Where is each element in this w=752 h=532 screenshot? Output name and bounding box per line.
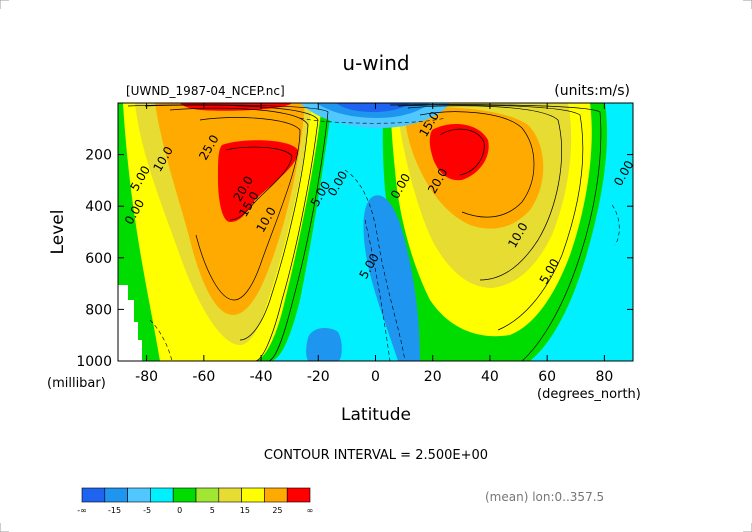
mean-text: (mean) lon:0..357.5: [485, 490, 604, 504]
colorbar-swatch: [127, 487, 151, 503]
colorbar-tick-label: ∞: [307, 506, 314, 515]
y-tick-label: 600: [85, 251, 112, 267]
x-axis-unit: (degrees_north): [537, 387, 641, 402]
colorbar-tick-label: 15: [240, 506, 250, 515]
colorbar-tick-label: -15: [108, 506, 121, 515]
y-tick-label: 400: [85, 199, 112, 215]
colorbar-tick-label: -5: [143, 506, 151, 515]
y-tick-label: 1000: [76, 354, 112, 370]
x-tick-label: -60: [192, 369, 215, 385]
colorbar-tick-label: 25: [272, 506, 282, 515]
y-axis: 200 400 600 800 1000: [76, 148, 633, 370]
units-label: (units:m/s): [554, 83, 630, 99]
contour-lines-dashed: [149, 117, 620, 361]
field-band-25: [218, 140, 299, 222]
colorbar-swatch: [81, 487, 106, 503]
x-axis-label: Latitude: [341, 405, 411, 425]
colorbar-tick-label: 5: [210, 506, 215, 515]
colorbar-swatch: [264, 487, 288, 503]
field-missing: [118, 285, 142, 361]
x-tick-label: -80: [135, 369, 158, 385]
colorbar-swatch: [150, 487, 174, 503]
colorbar-tick-label: 0: [177, 506, 182, 515]
field-neg-lower: [306, 328, 342, 361]
x-tick-label: 0: [371, 369, 380, 385]
colorbar: -∞ -15 -5 0 5 15 25 ∞: [77, 487, 314, 515]
x-tick-label: 20: [424, 369, 442, 385]
x-tick-label: 80: [595, 369, 613, 385]
colorbar-tick-label: -∞: [77, 506, 87, 515]
plot-area: [118, 103, 633, 361]
y-axis-label: Level: [48, 210, 68, 255]
colorbar-swatch: [195, 487, 220, 503]
colorbar-swatch: [241, 487, 265, 503]
contour-lines: [127, 104, 602, 361]
contour-interval-text: CONTOUR INTERVAL = 2.500E+00: [264, 448, 488, 463]
field-band-25-north: [429, 124, 489, 181]
colorbar-swatch: [172, 487, 197, 503]
field-neg-column: [363, 195, 420, 361]
x-tick-label: 60: [538, 369, 556, 385]
x-tick-label: -40: [250, 369, 273, 385]
colorbar-swatch: [104, 487, 128, 503]
x-tick-label: -20: [307, 369, 330, 385]
y-axis-unit: (millibar): [47, 376, 106, 391]
chart-title: u-wind: [342, 51, 409, 75]
x-axis: -80 -60 -40 -20 0 20 40 60 80: [135, 103, 613, 385]
x-tick-label: 40: [481, 369, 499, 385]
colorbar-swatch: [286, 487, 311, 503]
y-tick-label: 800: [85, 302, 112, 318]
colorbar-swatch: [218, 487, 242, 503]
y-tick-label: 200: [85, 148, 112, 164]
file-label: [UWND_1987-04_NCEP.nc]: [126, 84, 285, 98]
